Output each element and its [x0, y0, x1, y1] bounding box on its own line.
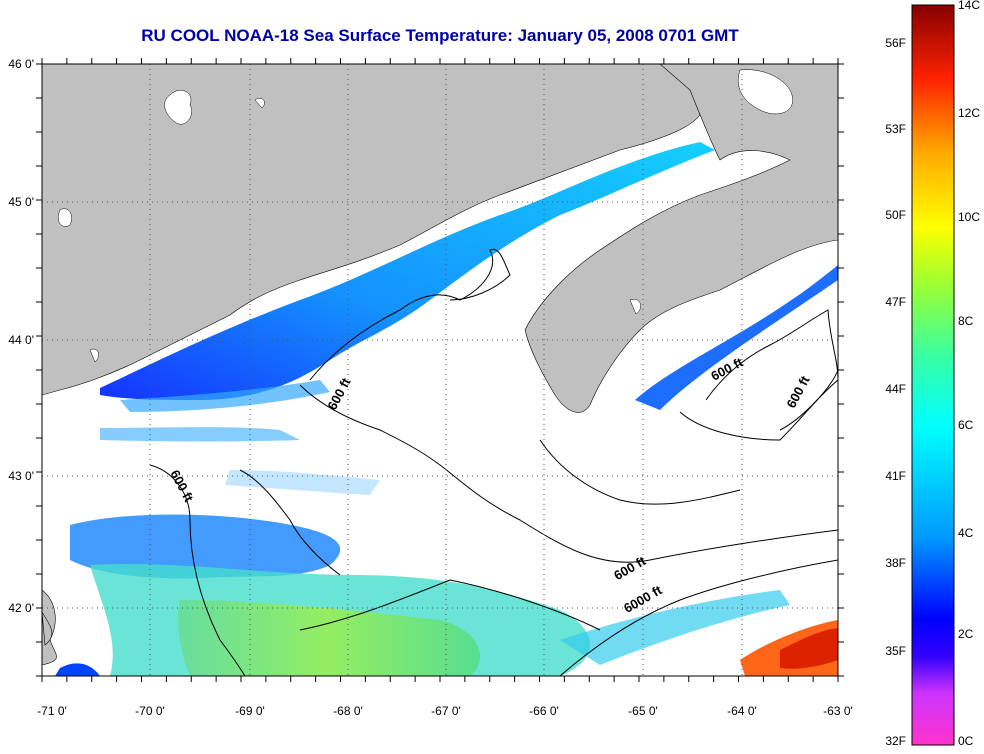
axis-ticks — [36, 58, 844, 682]
color-bar: 14C 12C 10C 8C 6C 4C 2C 0C 56F 53F 50F 4… — [885, 0, 980, 748]
fahrenheit-label: 50F — [885, 208, 906, 222]
land-layer — [42, 64, 838, 666]
grid-lines — [42, 64, 838, 676]
celsius-label: 12C — [958, 106, 980, 120]
lon-label: -69 0' — [235, 704, 265, 718]
lon-label: -67 0' — [431, 704, 461, 718]
lakes-layer — [58, 69, 793, 363]
lat-label: 45 0' — [8, 195, 34, 209]
color-bar-gradient — [911, 4, 955, 746]
fahrenheit-label: 56F — [885, 36, 906, 50]
celsius-label: 6C — [958, 418, 974, 432]
celsius-label: 14C — [958, 0, 980, 12]
lon-label: -71 0' — [37, 704, 67, 718]
lat-label: 42 0' — [8, 601, 34, 615]
celsius-label: 8C — [958, 314, 974, 328]
longitude-labels: -71 0' -70 0' -69 0' -68 0' -67 0' -66 0… — [37, 704, 853, 718]
lat-label: 44 0' — [8, 333, 34, 347]
colorbar-fahrenheit-labels: 56F 53F 50F 47F 44F 41F 38F 35F 32F — [885, 36, 906, 748]
celsius-label: 10C — [958, 210, 980, 224]
fahrenheit-label: 32F — [885, 734, 906, 748]
fahrenheit-label: 47F — [885, 295, 906, 309]
celsius-label: 2C — [958, 627, 974, 641]
lon-label: -70 0' — [135, 704, 165, 718]
lat-label: 43 0' — [8, 469, 34, 483]
celsius-label: 0C — [958, 734, 974, 748]
fahrenheit-label: 53F — [885, 122, 906, 136]
celsius-label: 4C — [958, 526, 974, 540]
lon-label: -63 0' — [823, 704, 853, 718]
colorbar-celsius-labels: 14C 12C 10C 8C 6C 4C 2C 0C — [958, 0, 980, 748]
map-title: RU COOL NOAA-18 Sea Surface Temperature:… — [141, 26, 739, 45]
bathymetry-contours — [149, 248, 838, 676]
lat-label: 46 0' — [8, 57, 34, 71]
lon-label: -65 0' — [628, 704, 658, 718]
fahrenheit-label: 41F — [885, 469, 906, 483]
fahrenheit-label: 35F — [885, 644, 906, 658]
fahrenheit-label: 38F — [885, 556, 906, 570]
lon-label: -66 0' — [529, 704, 559, 718]
latitude-labels: 46 0' 45 0' 44 0' 43 0' 42 0' — [8, 57, 34, 615]
lon-label: -64 0' — [727, 704, 757, 718]
fahrenheit-label: 44F — [885, 382, 906, 396]
lon-label: -68 0' — [333, 704, 363, 718]
